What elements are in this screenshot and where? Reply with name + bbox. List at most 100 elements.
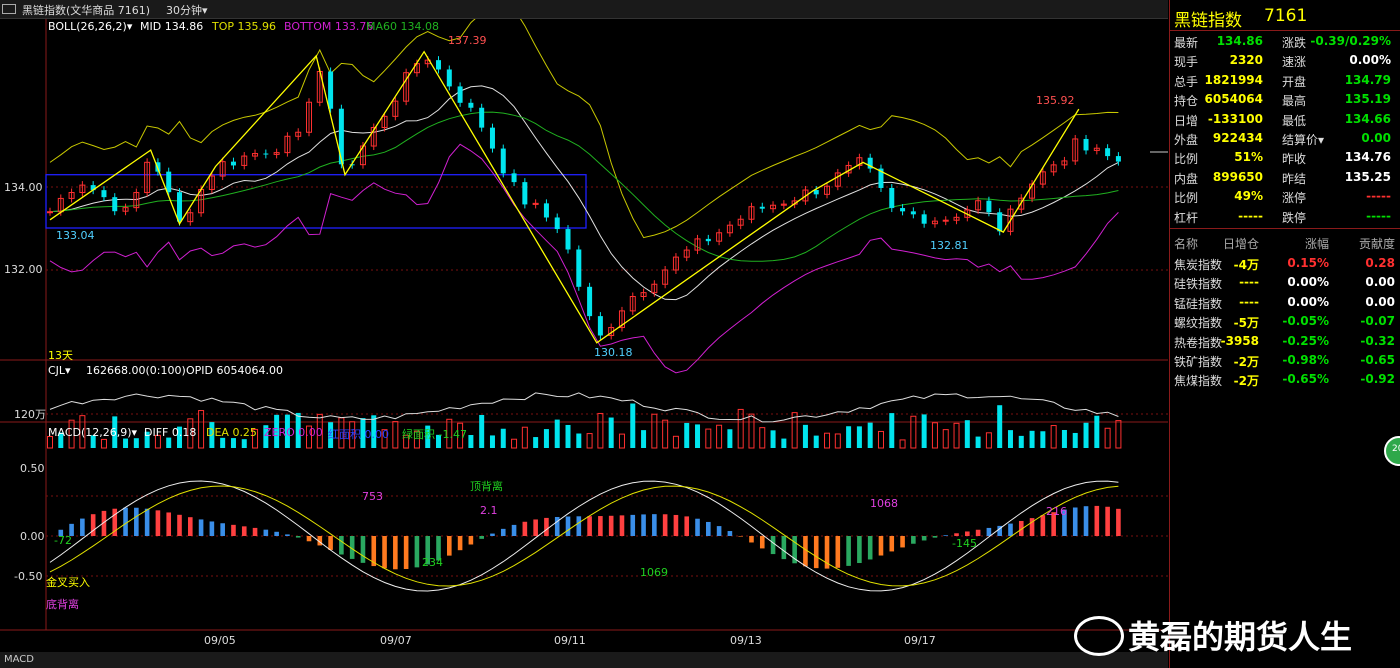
volume-bar — [90, 435, 96, 448]
macd-histogram-bar — [447, 536, 452, 556]
candle-body — [975, 200, 982, 211]
macd-histogram-bar — [932, 536, 938, 538]
macd-histogram-bar — [198, 519, 204, 536]
candle-body — [856, 157, 863, 166]
component-chg: -0.05% — [1282, 314, 1329, 329]
candle-body — [683, 249, 690, 258]
divider — [1170, 30, 1400, 31]
candle-body — [479, 107, 485, 128]
component-contrib: -0.65 — [1360, 353, 1395, 367]
macd-histogram-bar — [673, 514, 679, 536]
volume-bar — [931, 422, 938, 449]
component-row[interactable]: 焦煤指数 -2万 -0.65% -0.92 — [1170, 370, 1400, 389]
volume-bar — [1040, 431, 1046, 448]
component-row[interactable]: 螺纹指数 -5万 -0.05% -0.07 — [1170, 312, 1400, 331]
component-contrib: -0.07 — [1360, 314, 1395, 329]
price-annotation-low1: 133.04 — [56, 229, 95, 242]
volume-bar — [781, 438, 787, 448]
macd-histogram-bar — [867, 536, 873, 560]
volume-bar — [425, 425, 431, 448]
candle-body — [889, 187, 895, 209]
component-row[interactable]: 锰硅指数 ---- 0.00% 0.00 — [1170, 293, 1400, 312]
volume-bar — [144, 431, 150, 448]
candle-body — [338, 108, 344, 165]
candle-body — [468, 102, 474, 108]
volume-bar — [630, 403, 636, 448]
boll-top-line — [49, 2, 1119, 239]
macd-histogram-bar — [349, 536, 355, 559]
macd-histogram-bar — [975, 529, 981, 536]
candle-body — [942, 219, 949, 222]
volume-bar — [413, 430, 420, 449]
candle-body — [748, 206, 755, 220]
component-row[interactable]: 铁矿指数 -2万 -0.98% -0.65 — [1170, 351, 1400, 370]
quote-key: 结算价▾ — [1282, 133, 1325, 147]
component-row[interactable]: 焦炭指数 -4万 0.15% 0.28 — [1170, 254, 1400, 273]
quote-value: 51% — [1234, 150, 1263, 165]
volume-bar — [198, 410, 205, 449]
macd-histogram-bar — [921, 536, 927, 541]
quote-value: 899650 — [1212, 169, 1263, 184]
volume-bar — [521, 426, 528, 449]
candle-body — [241, 155, 248, 166]
volume-bar — [964, 420, 970, 448]
chart-title: 黑链指数(文华商品 7161) — [22, 4, 151, 17]
macd-select[interactable]: MACD(12,26,9)▾ — [48, 426, 138, 439]
candle-body — [705, 238, 711, 242]
macd-zero: ZERO 0.00 — [264, 426, 323, 439]
volume-bar — [381, 429, 388, 449]
quote-key: 现手 — [1174, 55, 1199, 70]
candle-body — [953, 216, 960, 221]
macd-histogram-bar — [80, 518, 85, 536]
macd-tab[interactable]: MACD — [4, 654, 34, 665]
component-contrib: -0.92 — [1360, 372, 1395, 387]
macd-histogram-bar — [954, 533, 959, 536]
candle-body — [867, 157, 873, 169]
cjl-select[interactable]: CJL▾ — [48, 364, 71, 377]
volume-bar — [813, 435, 819, 448]
volume-bar — [597, 412, 604, 449]
macd-annotation-divergence-top: 顶背离 — [470, 480, 503, 493]
component-row[interactable]: 硅铁指数 ---- 0.00% 0.00 — [1170, 273, 1400, 292]
volume-bar — [392, 421, 399, 449]
period-select[interactable]: 30分钟▾ — [166, 4, 208, 17]
quote-row: 日增 -133100 最低 134.66 — [1170, 110, 1400, 129]
candle-body — [1093, 147, 1100, 151]
volume-bar — [187, 418, 194, 449]
macd-histogram-bar — [241, 526, 247, 536]
candle-body — [900, 208, 906, 212]
volume-bar — [1072, 432, 1078, 448]
volume-bar — [500, 428, 506, 448]
volume-y-tick: 120万 — [14, 408, 46, 421]
quote-key: 跌停 — [1282, 210, 1307, 225]
volume-bar — [824, 432, 831, 449]
macd-histogram-bar — [1040, 515, 1046, 536]
volume-bar — [349, 421, 356, 449]
macd-histogram-bar — [295, 536, 301, 538]
macd-histogram-bar — [716, 526, 722, 536]
candle-body — [187, 212, 194, 223]
volume-bar — [371, 415, 377, 448]
component-contrib: 0.00 — [1365, 294, 1395, 309]
macd-histogram-bar — [986, 527, 992, 536]
candlestick-chart[interactable] — [0, 0, 1168, 652]
volume-bar — [910, 415, 917, 449]
macd-histogram-bar — [803, 536, 808, 567]
candle-body — [79, 184, 86, 194]
volume-bar — [1029, 430, 1035, 448]
quote-value: 134.76 — [1344, 150, 1391, 165]
volume-bar — [997, 405, 1003, 448]
candle-body — [273, 152, 280, 155]
boll-bottom-value: BOTTOM 133.76 — [284, 20, 374, 33]
component-row[interactable]: 热卷指数 -3958 -0.25% -0.32 — [1170, 332, 1400, 351]
macd-histogram-bar — [792, 536, 797, 564]
boll-indicator-select[interactable]: BOLL(26,26,2)▾ — [48, 20, 133, 33]
candle-body — [1105, 148, 1111, 157]
macd-histogram-bar — [565, 516, 571, 536]
window-menu-icon[interactable] — [2, 4, 16, 14]
macd-histogram-bar — [69, 523, 74, 536]
col-chg: 涨幅 — [1304, 237, 1329, 251]
candle-body — [532, 202, 539, 205]
candle-body — [522, 182, 528, 205]
volume-bar — [737, 408, 744, 449]
